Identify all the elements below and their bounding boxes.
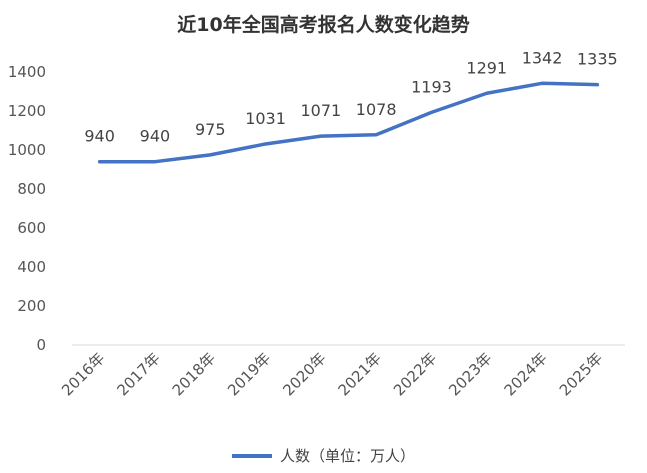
- chart-title: 近10年全国高考报名人数变化趋势: [177, 14, 470, 36]
- series-line: [97, 81, 600, 164]
- x-tick-label: 2016年: [58, 349, 108, 399]
- data-point: [319, 134, 323, 138]
- x-tick-label: 2023年: [445, 349, 495, 399]
- data-point: [264, 142, 268, 146]
- data-point: [540, 81, 544, 85]
- data-label: 940: [84, 127, 115, 146]
- y-tick-label: 800: [17, 180, 46, 198]
- y-tick-label: 200: [17, 297, 46, 315]
- y-tick-label: 1400: [8, 63, 46, 81]
- data-label: 940: [140, 127, 171, 146]
- data-label: 975: [195, 120, 226, 139]
- x-tick-label: 2025年: [556, 349, 606, 399]
- data-label: 1071: [300, 101, 341, 120]
- legend: 人数（单位：万人）: [0, 445, 647, 466]
- y-tick-label: 1200: [8, 102, 46, 120]
- x-tick-label: 2020年: [279, 349, 329, 399]
- data-point: [595, 83, 599, 87]
- data-label: 1031: [245, 109, 286, 128]
- data-point: [485, 91, 489, 95]
- data-point: [98, 160, 102, 164]
- x-tick-label: 2024年: [501, 349, 551, 399]
- y-tick-label: 600: [17, 219, 46, 237]
- x-tick-label: 2022年: [390, 349, 440, 399]
- legend-label: 人数（单位：万人）: [279, 447, 415, 465]
- x-tick-label: 2021年: [335, 349, 385, 399]
- data-label: 1291: [466, 58, 507, 77]
- data-label: 1342: [522, 48, 563, 67]
- data-point: [429, 110, 433, 114]
- y-tick-label: 400: [17, 258, 46, 276]
- data-label: 1193: [411, 77, 452, 96]
- legend-swatch: [231, 453, 272, 458]
- x-tick-label: 2019年: [224, 349, 274, 399]
- x-tick-label: 2018年: [169, 349, 219, 399]
- data-point: [153, 160, 157, 164]
- data-point: [208, 153, 212, 157]
- data-label: 1078: [356, 100, 397, 119]
- data-point: [374, 133, 378, 137]
- y-tick-label: 1000: [8, 141, 46, 159]
- y-tick-label: 0: [36, 336, 46, 354]
- data-label: 1335: [577, 50, 618, 69]
- x-tick-label: 2017年: [113, 349, 163, 399]
